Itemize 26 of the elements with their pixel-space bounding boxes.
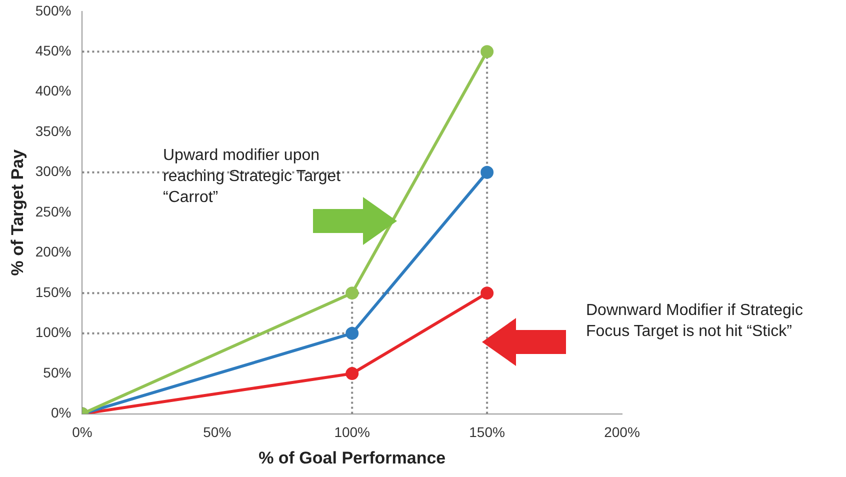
y-tick-label: 150% bbox=[35, 284, 72, 300]
y-tick-label: 200% bbox=[35, 244, 72, 260]
x-tick-label: 0% bbox=[72, 424, 92, 440]
point bbox=[480, 166, 494, 179]
x-tick-label: 50% bbox=[203, 424, 232, 440]
y-axis-title: % of Target Pay bbox=[8, 148, 27, 276]
x-axis-title: % of Goal Performance bbox=[258, 448, 446, 468]
x-tick-label: 200% bbox=[604, 424, 640, 440]
y-tick-label: 50% bbox=[43, 364, 72, 380]
y-tick-label: 300% bbox=[35, 163, 72, 180]
y-tick-label: 400% bbox=[35, 82, 72, 99]
y-tick-label: 500% bbox=[35, 2, 72, 18]
point bbox=[346, 367, 359, 380]
y-tick-label: 250% bbox=[35, 203, 72, 220]
y-tick-label: 350% bbox=[35, 122, 72, 139]
y-tick-label: 100% bbox=[35, 324, 72, 340]
y-tick-label: 450% bbox=[35, 42, 72, 58]
x-tick-label: 150% bbox=[469, 424, 505, 440]
point bbox=[480, 45, 494, 58]
point bbox=[346, 326, 359, 340]
y-tick-label: 0% bbox=[50, 404, 72, 421]
annotation: Upward modifier upon reaching Strategic Target “Carrot” bbox=[163, 146, 342, 208]
point bbox=[480, 286, 494, 300]
point bbox=[346, 286, 359, 300]
x-tick-label: 100% bbox=[334, 424, 370, 440]
annotation: Downward Modifier if Strategic Focus Target is not hit “Stick” bbox=[586, 301, 804, 342]
